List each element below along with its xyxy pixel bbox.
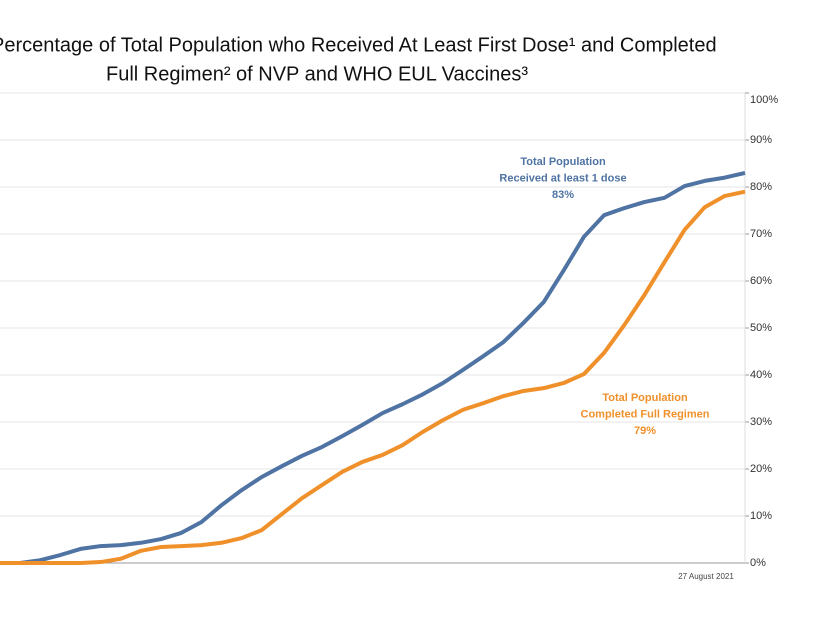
y-tick-label: 70%	[750, 228, 772, 240]
date-note: 27 August 2021	[678, 572, 734, 581]
annotation: 79%	[634, 425, 656, 437]
y-tick-label: 0%	[750, 557, 766, 569]
data-line	[0, 170, 746, 565]
data-line	[0, 189, 746, 565]
annotation: Total Population	[520, 156, 606, 168]
y-tick-label: 10%	[750, 510, 772, 522]
annotation: Total Population	[602, 392, 688, 404]
y-tick-label: 40%	[750, 369, 772, 381]
annotation: 83%	[552, 189, 574, 201]
y-tick-label: 80%	[750, 181, 772, 193]
annotation: Completed Full Regimen	[581, 408, 710, 420]
y-tick-label: 30%	[750, 416, 772, 428]
y-tick-label: 20%	[750, 463, 772, 475]
chart-title: Full Regimen² of NVP and WHO EUL Vaccine…	[106, 63, 528, 85]
annotation: Received at least 1 dose	[499, 172, 626, 184]
y-tick-label: 60%	[750, 275, 772, 287]
y-tick-label: 50%	[750, 322, 772, 334]
y-tick-label: 100%	[750, 94, 778, 106]
y-tick-label: 90%	[750, 134, 772, 146]
chart-title: Percentage of Total Population who Recei…	[0, 34, 717, 56]
